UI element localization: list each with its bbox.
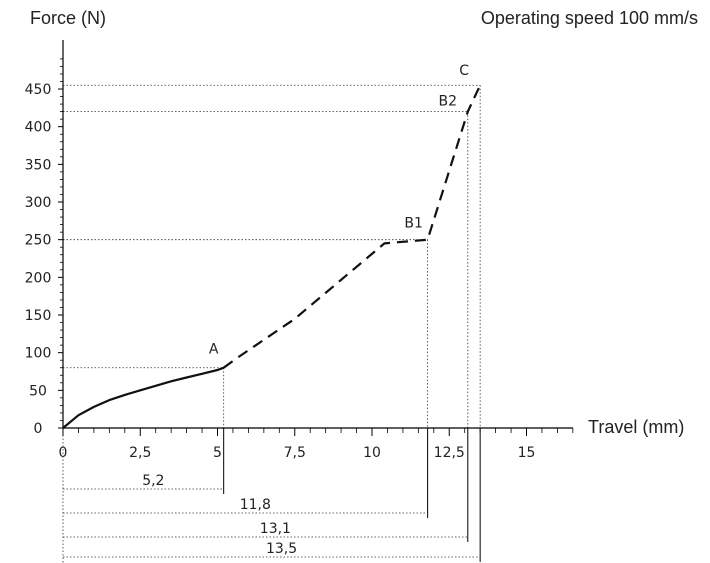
y-tick-label: 0 [34, 421, 43, 437]
x-tick-label: 7,5 [284, 445, 306, 461]
y-tick-label: 450 [25, 82, 52, 98]
point-label: C [459, 63, 469, 79]
x-tick-label: 2,5 [129, 445, 151, 461]
x-tick-label: 0 [59, 445, 68, 461]
point-label: B2 [439, 94, 458, 110]
dimension-label: 5,2 [142, 473, 164, 489]
dimension-lines [62, 428, 481, 563]
series-line-dashed [223, 84, 482, 369]
x-tick-label: 5 [213, 445, 222, 461]
point-labels: A B1 B2C [209, 63, 469, 357]
dimension-label: 13,1 [260, 521, 291, 537]
point-label: A [209, 342, 219, 358]
dimension-label: 11,8 [240, 497, 271, 513]
x-tick-label: 12,5 [434, 445, 465, 461]
x-tick-label: 10 [363, 445, 381, 461]
point-label: B1 [404, 216, 423, 232]
y-tick-label: 400 [25, 120, 52, 136]
x-ticks: 0 2,5 5 7,5 10 12,5 15 [59, 428, 574, 461]
series-line-solid [62, 366, 225, 429]
y-ticks: 0 50 100 150 200 250 300 350 400 450 [25, 58, 63, 437]
axes [62, 40, 573, 429]
y-tick-label: 300 [25, 195, 52, 211]
series-layer [62, 84, 482, 429]
dimension-labels: 5,2 11,8 13,1 13,5 [142, 473, 297, 557]
chart-title: Operating speed 100 mm/s [481, 8, 698, 28]
reference-lines [63, 84, 481, 428]
y-tick-label: 150 [25, 308, 52, 324]
y-tick-label: 200 [25, 270, 52, 286]
x-axis-title: Travel (mm) [588, 417, 684, 437]
y-tick-label: 350 [25, 157, 52, 173]
y-tick-label: 100 [25, 346, 52, 362]
y-axis-title: Force (N) [30, 8, 106, 28]
y-tick-label: 250 [25, 233, 52, 249]
y-tick-label: 50 [29, 383, 47, 399]
dimension-label: 13,5 [266, 541, 297, 557]
x-tick-label: 15 [518, 445, 536, 461]
